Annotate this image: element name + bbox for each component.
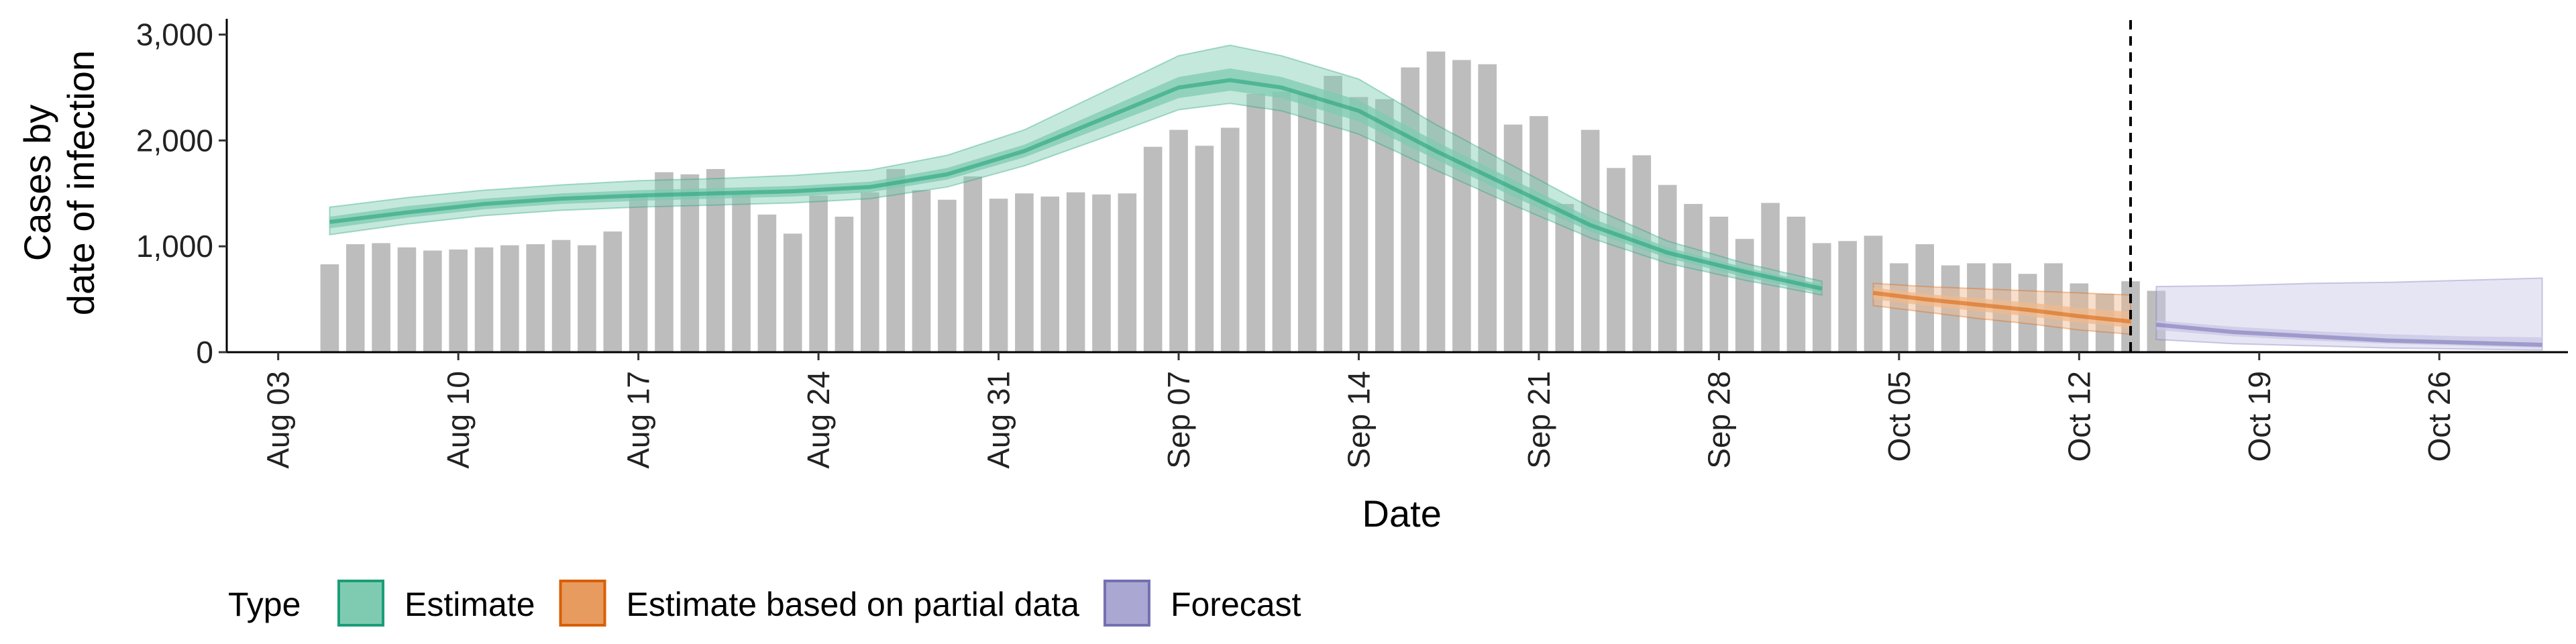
case-bar <box>1401 67 1419 352</box>
case-bar <box>578 245 596 352</box>
case-bar <box>1066 192 1085 352</box>
x-tick-label: Aug 10 <box>441 371 476 469</box>
case-bar <box>886 168 905 353</box>
case-bar <box>1632 155 1652 352</box>
case-bar <box>1890 263 1909 352</box>
x-tick-label: Oct 19 <box>2242 371 2277 462</box>
case-bar <box>1220 127 1240 352</box>
case-bar <box>1813 243 1831 352</box>
case-bar <box>629 195 648 352</box>
case-bar <box>1684 204 1703 352</box>
case-bar <box>1607 168 1625 352</box>
case-bar <box>1118 193 1137 352</box>
x-tick-label: Sep 07 <box>1161 371 1196 469</box>
case-bar <box>680 174 700 353</box>
x-tick-label: Aug 31 <box>981 371 1016 469</box>
y-axis-title-line-2: date of infection <box>60 50 102 315</box>
y-tick-label: 1,000 <box>136 229 213 264</box>
case-bar <box>423 250 442 352</box>
case-bar <box>1735 239 1754 352</box>
legend-swatch <box>559 580 606 627</box>
case-bar <box>1040 197 1060 352</box>
case-bar <box>1709 217 1729 352</box>
case-bar <box>449 249 468 352</box>
case-bar <box>1092 194 1111 352</box>
case-bar <box>809 195 828 352</box>
case-bar <box>963 176 982 352</box>
case-bar <box>938 199 957 352</box>
case-bar <box>1169 129 1188 352</box>
case-bar <box>1580 129 1600 352</box>
case-bar <box>1349 97 1368 353</box>
case-bar <box>526 244 545 352</box>
case-bar <box>345 244 365 352</box>
estimate-based-on-partial-data-median-line <box>1873 290 2131 324</box>
legend: Type Estimate Estimate based on partial d… <box>228 580 1301 627</box>
case-bar <box>1297 93 1317 352</box>
case-bar <box>783 233 802 352</box>
case-bar <box>474 247 494 352</box>
legend-label: Forecast <box>1171 586 1301 623</box>
x-tick-label: Oct 26 <box>2422 371 2457 462</box>
case-bar <box>757 214 777 352</box>
case-bar <box>1375 99 1394 352</box>
x-tick-label: Aug 24 <box>801 371 836 469</box>
x-ticks: Aug 03 Aug 10 Aug 17 Aug 24 Aug 31 Sep 07 Sep … <box>261 352 2457 469</box>
case-bar <box>655 172 674 352</box>
case-bar <box>1452 60 1471 352</box>
y-tick-label: 0 <box>196 335 213 370</box>
case-bar <box>397 247 417 352</box>
case-bar <box>1478 64 1497 352</box>
case-bar <box>1503 124 1523 352</box>
case-bar <box>1658 184 1677 352</box>
bars-layer <box>320 51 2166 353</box>
estimate-median-line <box>329 78 1823 291</box>
lines-layer <box>329 78 2542 347</box>
legend-swatch <box>337 580 384 627</box>
case-bar <box>706 168 725 353</box>
x-tick-label: Oct 12 <box>2061 371 2096 462</box>
legend-label: Estimate <box>405 586 535 623</box>
x-tick-label: Sep 28 <box>1701 371 1736 469</box>
case-bar <box>1838 241 1857 352</box>
case-bar <box>500 245 519 352</box>
axes-layer <box>225 19 2568 354</box>
case-bar <box>1529 116 1548 352</box>
legend-swatch <box>1103 580 1150 627</box>
case-bar <box>1324 76 1342 353</box>
estimate-band-90 <box>329 44 1823 296</box>
case-bar <box>1015 193 1034 352</box>
x-tick-label: Oct 05 <box>1882 371 1917 462</box>
y-axis-title-line-1: Cases by <box>16 105 58 261</box>
case-bar <box>912 190 931 352</box>
x-tick-label: Aug 17 <box>621 371 656 469</box>
case-bar <box>835 217 854 352</box>
y-tick-label: 2,000 <box>136 123 213 158</box>
case-bar <box>1246 93 1265 352</box>
case-bar <box>1195 146 1214 352</box>
legend-label: Estimate based on partial data <box>627 586 1080 623</box>
x-tick-label: Sep 21 <box>1521 371 1556 469</box>
case-bar <box>603 231 623 352</box>
case-bar <box>1143 146 1163 352</box>
y-ticks: 0 1,000 2,000 3,000 <box>136 17 227 370</box>
forecast-median-line <box>2156 322 2542 347</box>
case-bar <box>1426 51 1446 352</box>
case-bar <box>1555 204 1574 352</box>
case-bar <box>1272 91 1291 352</box>
legend-title: Type <box>228 586 301 623</box>
y-tick-label: 3,000 <box>136 17 213 52</box>
case-bar <box>860 192 879 352</box>
x-tick-label: Sep 14 <box>1341 371 1376 469</box>
case-bar <box>320 264 339 352</box>
case-bar <box>989 199 1008 352</box>
x-tick-label: Aug 03 <box>261 371 296 469</box>
case-bar <box>732 194 751 352</box>
x-axis-title: Date <box>1362 492 1442 535</box>
case-bar <box>372 243 390 352</box>
case-bar <box>551 239 571 352</box>
